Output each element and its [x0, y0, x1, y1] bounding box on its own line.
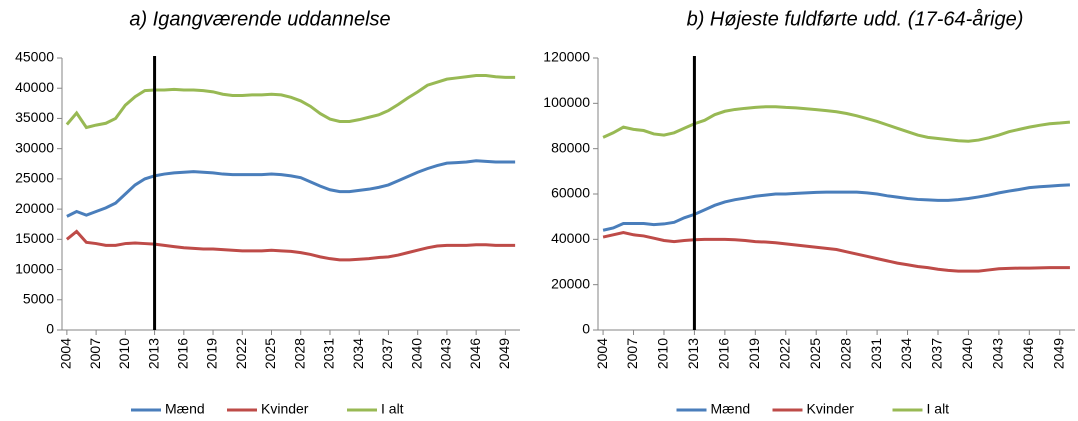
y-tick-label: 20000: [551, 275, 590, 291]
series-line: [602, 105, 1071, 143]
legend-label: Mænd: [165, 401, 205, 417]
x-tick-label: 2019: [204, 338, 220, 369]
x-tick-label: 2022: [776, 338, 792, 369]
y-tick-label: 25000: [15, 170, 54, 186]
y-tick-label: 40000: [551, 230, 590, 246]
x-tick-label: 2022: [233, 338, 249, 369]
x-tick-label: 2040: [408, 338, 424, 369]
x-tick-label: 2013: [145, 338, 161, 369]
x-tick-label: 2034: [350, 338, 366, 369]
x-tick-label: 2025: [262, 338, 278, 369]
x-tick-label: 2016: [175, 338, 191, 369]
y-tick-label: 120000: [543, 49, 590, 65]
series-line: [65, 74, 516, 130]
x-tick-label: 2037: [379, 338, 395, 369]
y-tick-label: 45000: [15, 49, 54, 65]
x-tick-label: 2040: [959, 338, 975, 369]
series-line: [602, 183, 1070, 232]
chart-title: b) Højeste fuldførte udd. (17-64-årige): [687, 8, 1024, 30]
y-tick-label: 5000: [23, 290, 54, 306]
series-line: [65, 229, 516, 262]
x-tick-label: 2016: [716, 338, 732, 369]
x-tick-label: 2010: [655, 338, 671, 369]
x-tick-label: 2034: [898, 338, 914, 369]
legend-label: Kvinder: [807, 401, 855, 417]
y-tick-label: 0: [46, 321, 54, 337]
y-tick-label: 35000: [15, 109, 54, 125]
y-tick-label: 20000: [15, 200, 54, 216]
y-tick-label: 30000: [15, 139, 54, 155]
x-tick-label: 2046: [1020, 338, 1036, 369]
x-tick-label: 2031: [868, 338, 884, 369]
x-tick-label: 2043: [990, 338, 1006, 369]
x-tick-label: 2004: [594, 338, 610, 369]
x-tick-label: 2028: [837, 338, 853, 369]
x-tick-label: 2019: [746, 338, 762, 369]
x-tick-label: 2043: [438, 338, 454, 369]
y-tick-label: 0: [582, 321, 590, 337]
x-tick-label: 2025: [807, 338, 823, 369]
legend-label: Kvinder: [261, 401, 309, 417]
y-tick-label: 60000: [551, 185, 590, 201]
x-tick-label: 2031: [321, 338, 337, 369]
x-tick-label: 2010: [116, 338, 132, 369]
series-line: [602, 230, 1070, 273]
legend-label: I alt: [381, 401, 404, 417]
x-tick-label: 2049: [1050, 338, 1066, 369]
y-tick-label: 10000: [15, 260, 54, 276]
series-line: [66, 159, 516, 218]
y-tick-label: 80000: [551, 139, 590, 155]
y-tick-label: 15000: [15, 230, 54, 246]
y-tick-label: 40000: [15, 79, 54, 95]
x-tick-label: 2004: [58, 338, 74, 369]
x-tick-label: 2046: [467, 338, 483, 369]
legend-label: I alt: [927, 401, 950, 417]
x-tick-label: 2007: [624, 338, 640, 369]
chart-title: a) Igangværende uddannelse: [129, 8, 390, 30]
x-tick-label: 2013: [685, 338, 701, 369]
legend-label: Mænd: [711, 401, 751, 417]
x-tick-label: 2037: [929, 338, 945, 369]
x-tick-label: 2007: [87, 338, 103, 369]
x-tick-label: 2028: [291, 338, 307, 369]
x-tick-label: 2049: [496, 338, 512, 369]
y-tick-label: 100000: [543, 94, 590, 110]
